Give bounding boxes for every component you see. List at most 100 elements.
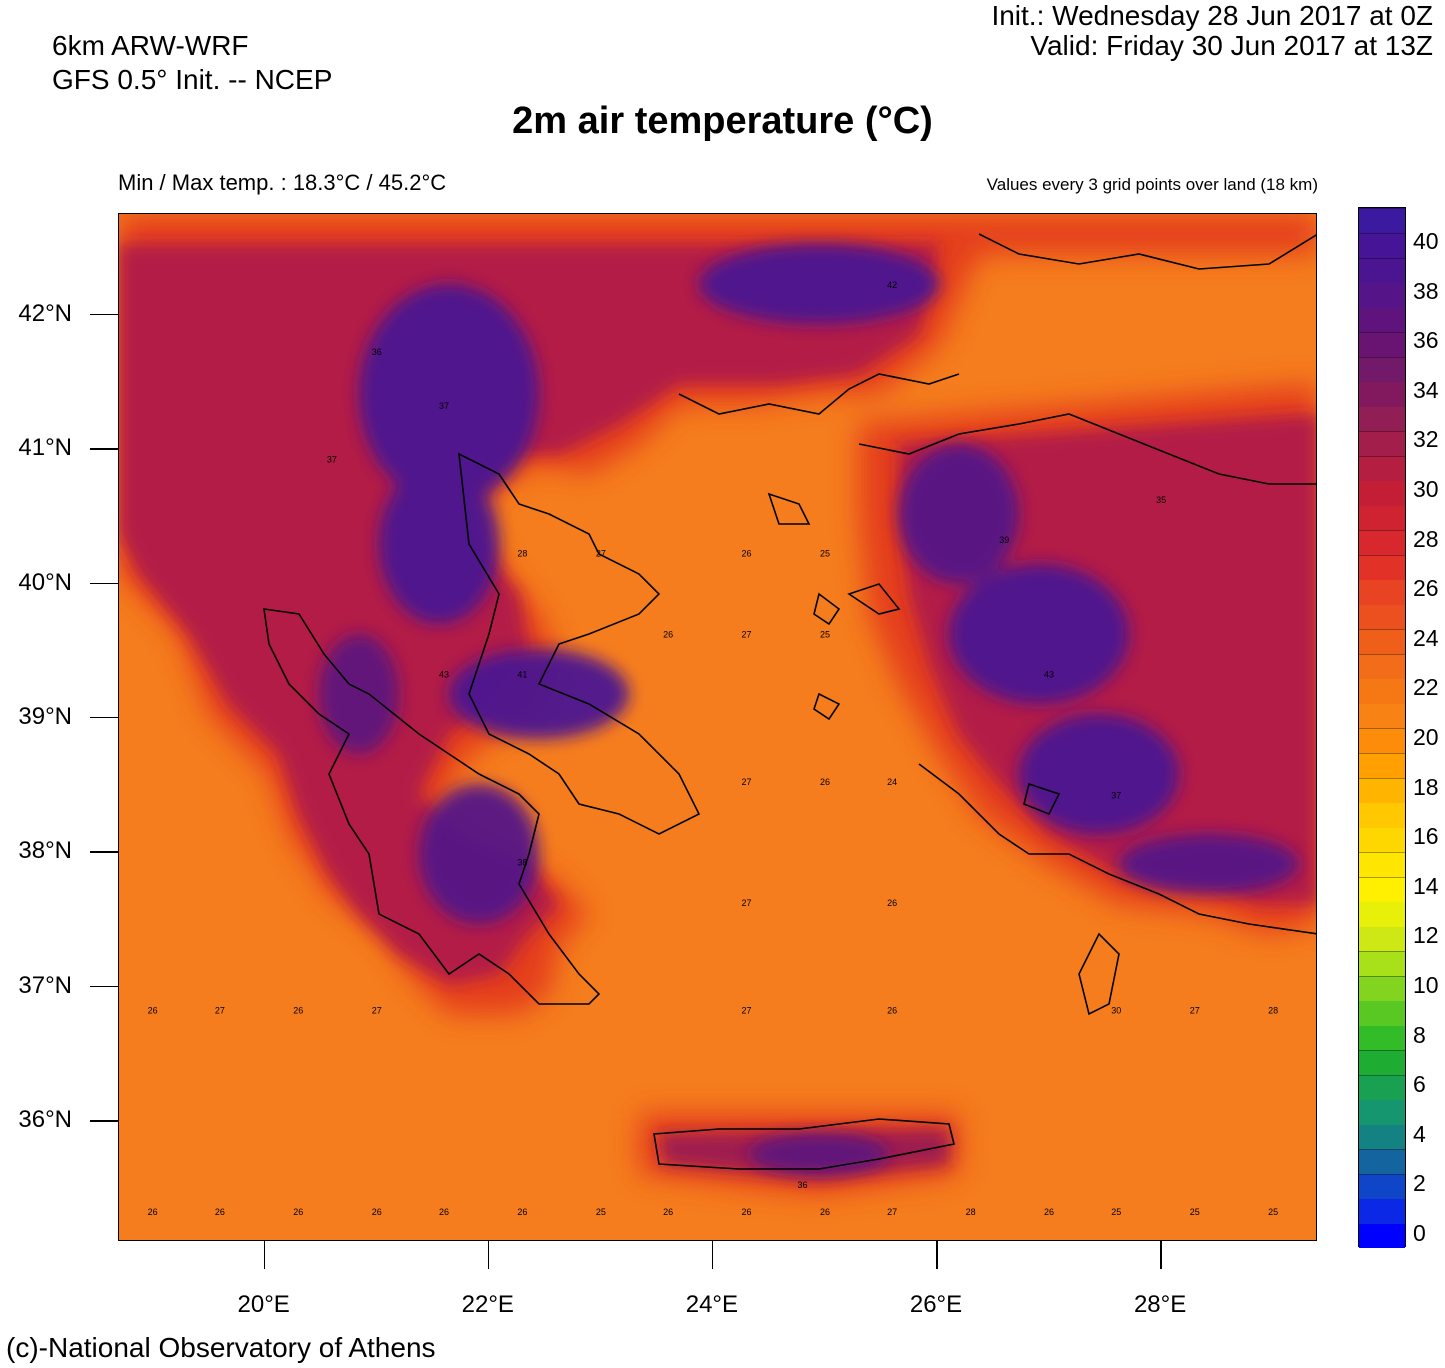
lon-tick xyxy=(936,1241,938,1269)
grid-value: 25 xyxy=(596,1207,606,1217)
grid-value: 27 xyxy=(215,1006,225,1016)
colorbar-label: 34 xyxy=(1413,376,1439,403)
grid-value: 27 xyxy=(742,777,752,787)
grid-value: 30 xyxy=(1111,1006,1121,1016)
grid-value: 36 xyxy=(372,347,382,357)
lat-tick xyxy=(90,851,118,853)
colorbar-label: 30 xyxy=(1413,476,1439,502)
grid-value: 43 xyxy=(1044,670,1054,680)
grid-value: 24 xyxy=(887,777,897,787)
colorbar-segment xyxy=(1359,430,1405,457)
colorbar-segment xyxy=(1359,827,1405,853)
grid-value: 27 xyxy=(372,1006,382,1016)
grid-value: 27 xyxy=(742,1006,752,1016)
lon-tick xyxy=(487,1241,490,1269)
grid-value: 26 xyxy=(663,1207,673,1217)
grid-value: 37 xyxy=(439,401,449,411)
grid-value: 26 xyxy=(820,1207,830,1217)
grid-value: 28 xyxy=(517,549,527,559)
lon-tick xyxy=(1160,1241,1162,1269)
grid-point-values: 26 26 26 26 26 26 25 26 26 26 27 28 26 25 25 25 26 27 26 27… xyxy=(148,280,1279,1217)
grid-value: 37 xyxy=(327,455,337,465)
colorbar-segment xyxy=(1359,529,1405,556)
lat-label: 42°N xyxy=(18,299,72,327)
grid-value: 26 xyxy=(742,1207,752,1217)
valid-time: Valid: Friday 30 Jun 2017 at 13Z xyxy=(1030,30,1433,61)
colorbar-label: 12 xyxy=(1413,922,1439,949)
grid-value: 26 xyxy=(148,1006,158,1016)
colorbar-segment xyxy=(1359,1173,1405,1199)
colorbar-segment xyxy=(1359,232,1405,258)
grid-value: 26 xyxy=(1044,1207,1054,1217)
colorbar-label: 10 xyxy=(1413,972,1439,998)
grid-value: 26 xyxy=(887,1006,897,1016)
colorbar-segment xyxy=(1359,1074,1405,1100)
grid-value: 25 xyxy=(820,629,830,639)
colorbar-segment xyxy=(1359,802,1405,828)
grid-value: 38 xyxy=(517,858,527,868)
colorbar-label: 16 xyxy=(1413,823,1439,850)
colorbar-segment xyxy=(1359,554,1405,580)
lat-label: 41°N xyxy=(18,434,72,462)
colorbar-segment xyxy=(1359,678,1405,704)
colorbar-segment xyxy=(1359,728,1405,754)
colorbar-segment xyxy=(1359,901,1405,927)
colorbar-segment xyxy=(1359,851,1405,878)
grid-value: 27 xyxy=(596,549,606,559)
grid-value: 25 xyxy=(1268,1207,1278,1217)
colorbar-label: 2 xyxy=(1413,1170,1426,1197)
lat-label: 38°N xyxy=(18,837,72,865)
colorbar-label: 24 xyxy=(1413,624,1439,651)
colorbar-label: 20 xyxy=(1413,724,1439,750)
lon-tick xyxy=(711,1241,714,1269)
colorbar-label: 18 xyxy=(1413,773,1439,800)
grid-value: 26 xyxy=(663,629,673,639)
colorbar-segment xyxy=(1359,282,1405,308)
grid-value: 42 xyxy=(887,280,897,290)
grid-value: 37 xyxy=(1111,791,1121,801)
colorbar-label: 32 xyxy=(1413,426,1439,453)
colorbar-segment xyxy=(1359,1000,1405,1026)
colorbar-segment xyxy=(1359,455,1405,481)
grid-value: 27 xyxy=(1190,1006,1200,1016)
lat-tick xyxy=(90,1120,118,1122)
lat-label: 39°N xyxy=(18,702,72,730)
hot-cores xyxy=(319,244,1299,1174)
colorbar-segment xyxy=(1359,579,1405,605)
grid-value: 28 xyxy=(1268,1006,1278,1016)
colorbar-segment xyxy=(1359,331,1405,358)
lat-tick xyxy=(90,448,118,450)
grid-value: 39 xyxy=(999,535,1009,545)
min-max-temperature: Min / Max temp. : 18.3°C / 45.2°C xyxy=(118,170,447,195)
colorbar-segment xyxy=(1359,604,1405,630)
grid-value: 43 xyxy=(439,670,449,680)
colorbar-label: 38 xyxy=(1413,277,1439,304)
lon-tick xyxy=(263,1241,266,1269)
init-time: Init.: Wednesday 28 Jun 2017 at 0Z xyxy=(991,0,1433,31)
colorbar xyxy=(1358,207,1406,1249)
grid-value: 26 xyxy=(887,898,897,908)
grid-value: 26 xyxy=(293,1006,303,1016)
map-title: 2m air temperature (°C) xyxy=(512,100,933,142)
colorbar-segment xyxy=(1359,926,1405,952)
grid-value: 27 xyxy=(887,1207,897,1217)
colorbar-segment xyxy=(1359,480,1405,506)
grid-value: 41 xyxy=(517,670,527,680)
colorbar-segment xyxy=(1359,703,1405,729)
colorbar-segment xyxy=(1359,876,1405,902)
colorbar-label: 4 xyxy=(1413,1120,1426,1147)
grid-value: 35 xyxy=(1156,495,1166,505)
colorbar-label: 28 xyxy=(1413,525,1439,552)
colorbar-segment xyxy=(1359,257,1405,283)
colorbar-segment xyxy=(1359,381,1405,407)
lon-label: 22°E xyxy=(461,1291,514,1318)
colorbar-segment xyxy=(1359,406,1405,432)
colorbar-segment xyxy=(1359,975,1405,1001)
grid-value: 28 xyxy=(966,1207,976,1217)
lat-label: 40°N xyxy=(18,568,72,596)
lat-tick xyxy=(90,716,118,719)
colorbar-segment xyxy=(1359,1148,1405,1175)
grid-value: 25 xyxy=(1190,1207,1200,1217)
colorbar-segment xyxy=(1359,653,1405,679)
colorbar-label: 0 xyxy=(1413,1220,1426,1246)
